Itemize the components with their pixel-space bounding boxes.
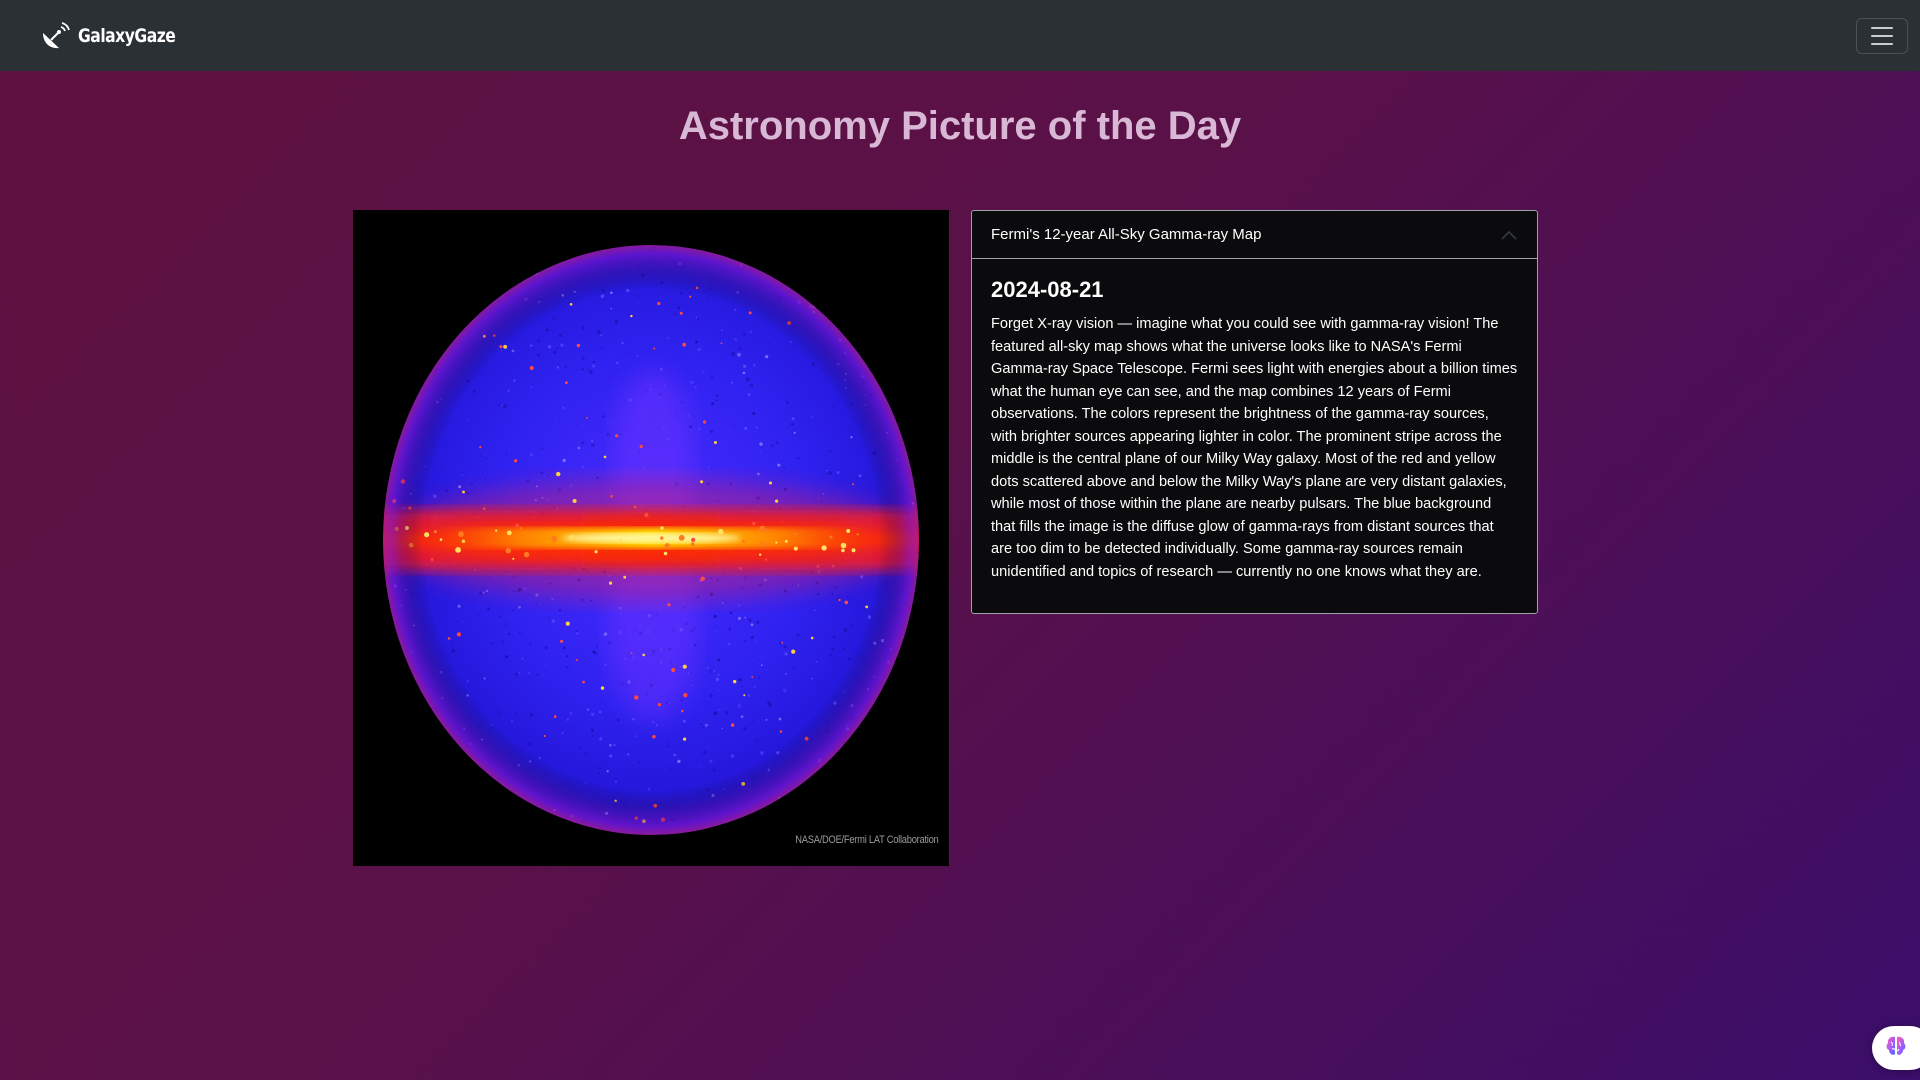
accordion-body: 2024-08-21 Forget X-ray vision — imagine…	[972, 259, 1537, 613]
apod-explanation: Forget X-ray vision — imagine what you c…	[991, 316, 1518, 580]
image-credit: NASA/DOE/Fermi LAT Collaboration	[795, 834, 939, 846]
apod-date: 2024-08-21	[991, 277, 1104, 302]
apod-title: Fermi's 12-year All-Sky Gamma-ray Map	[991, 226, 1262, 243]
navbar: GalaxyGaze	[0, 0, 1920, 71]
page-title: Astronomy Picture of the Day	[678, 104, 1242, 148]
hamburger-menu-icon-bar	[1871, 35, 1893, 37]
hamburger-menu-icon-bar	[1871, 43, 1893, 45]
satellite-dish-icon	[40, 21, 70, 51]
accordion-toggle-button[interactable]: Fermi's 12-year All-Sky Gamma-ray Map	[972, 211, 1537, 259]
apod-accordion: Fermi's 12-year All-Sky Gamma-ray Map 20…	[971, 210, 1538, 614]
apod-image: NASA/DOE/Fermi LAT Collaboration	[353, 210, 949, 866]
menu-toggle-button[interactable]	[1856, 18, 1908, 54]
chevron-up-icon	[1501, 230, 1517, 240]
brain-icon	[1884, 1034, 1908, 1063]
assistant-button[interactable]	[1872, 1026, 1920, 1070]
hamburger-menu-icon	[1871, 27, 1893, 29]
brand-name: GalaxyGaze	[78, 25, 176, 47]
brand-link[interactable]: GalaxyGaze	[40, 20, 197, 52]
